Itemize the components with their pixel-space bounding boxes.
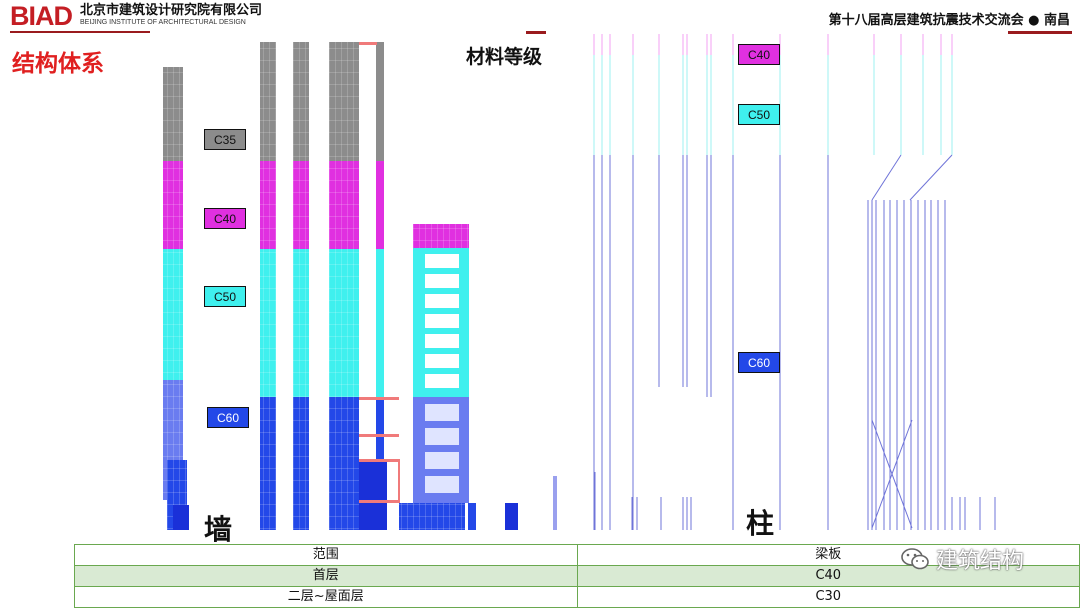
table-cell: 二层~屋面层	[74, 586, 578, 608]
wall-segment-c60-grid	[329, 397, 359, 530]
page-title: 结构体系	[12, 51, 104, 77]
wall-segment-c40-grid	[163, 161, 183, 249]
wall-opening	[425, 476, 459, 493]
wall-segment-c50-grid	[293, 249, 309, 397]
wechat-icon	[901, 548, 929, 570]
wall-segment-c60	[553, 476, 557, 530]
wall-opening	[425, 294, 459, 308]
slab-grade-table: 范围 梁板 首层 C40 二层~屋面层 C30	[74, 544, 1080, 608]
column-transfer	[871, 154, 902, 201]
wall-segment-c60	[173, 505, 189, 530]
header-rule-mid	[526, 31, 546, 34]
wall-segment-c50-grid	[329, 249, 359, 397]
coupling-beam	[359, 42, 377, 45]
table-cell: 首层	[74, 565, 578, 587]
logo-company-en: BEIJING INSTITUTE OF ARCHITECTURAL DESIG…	[80, 19, 246, 26]
column-grade-c50: C50	[738, 104, 780, 125]
column-grade-c60: C60	[738, 352, 780, 373]
wall-elevation	[163, 42, 557, 530]
wall-segment-c50-grid	[163, 249, 183, 380]
table-row: 二层~屋面层 C30	[74, 586, 1080, 608]
wall-segment-c60	[359, 459, 387, 530]
wall-opening	[425, 274, 459, 288]
wall-segment-c60	[468, 503, 476, 530]
table-row: 首层 C40	[74, 565, 1080, 587]
wall-segment-c35	[376, 42, 384, 161]
wall-opening	[425, 428, 459, 445]
wall-opening	[425, 334, 459, 348]
wall-opening	[425, 452, 459, 469]
wall-segment-c40	[376, 161, 384, 249]
wall-segment-c40-grid	[413, 224, 469, 248]
column-grade-c40: C40	[738, 44, 780, 65]
wall-segment-c35-grid	[293, 42, 309, 161]
wall-segment-c40-grid	[293, 161, 309, 249]
wall-opening	[425, 314, 459, 328]
wall-segment-c35-grid	[163, 67, 183, 161]
watermark-text: 建筑结构	[936, 549, 1025, 574]
wall-segment-c35-grid	[260, 42, 276, 161]
wall-segment-c40-grid	[329, 161, 359, 249]
wall-segment-c50-grid	[260, 249, 276, 397]
material-grade-title: 材料等级	[466, 46, 543, 68]
coupling-beam	[359, 434, 399, 437]
wall-segment-c60	[505, 503, 518, 530]
header-rule-right	[1008, 31, 1072, 34]
wall-grade-c35: C35	[204, 129, 246, 150]
wall-segment-c50	[376, 249, 384, 397]
coupling-beam	[398, 459, 400, 503]
table-header-cell: 范围	[74, 544, 578, 566]
wall-segment-c35-grid	[329, 42, 359, 161]
table-cell: C30	[576, 586, 1080, 608]
wall-segment-c60	[376, 397, 384, 459]
wall-grade-c60: C60	[207, 407, 249, 428]
wall-opening	[425, 254, 459, 268]
logo-company-cn: 北京市建筑设计研究院有限公司	[80, 3, 263, 18]
column-transfer	[909, 154, 953, 201]
logo-mark: BIAD	[10, 1, 73, 31]
logo: BIAD 北京市建筑设计研究院有限公司 BEIJING INSTITUTE OF…	[10, 1, 263, 31]
table-cell: C40	[576, 565, 1080, 587]
conference-title: 第十八届高层建筑抗震技术交流会 ● 南昌	[828, 13, 1070, 28]
coupling-beam	[359, 397, 399, 400]
header-rule-left	[10, 31, 150, 33]
column-elevation	[593, 34, 996, 530]
coupling-beam	[359, 459, 399, 462]
wall-opening	[425, 354, 459, 368]
wall-opening	[425, 404, 459, 421]
column-brace	[871, 419, 913, 529]
wall-segment-c60-grid	[399, 503, 465, 530]
wall-segment-c40-grid	[260, 161, 276, 249]
wall-segment-c60-grid	[260, 397, 276, 530]
coupling-beam	[359, 500, 399, 503]
column-label: 柱	[746, 507, 775, 540]
wall-label: 墙	[204, 513, 233, 546]
wall-grade-c50: C50	[204, 286, 246, 307]
wall-segment-c60-grid	[293, 397, 309, 530]
wall-grade-c40: C40	[204, 208, 246, 229]
wall-opening	[425, 374, 459, 388]
watermark: 建筑结构	[900, 543, 1024, 575]
